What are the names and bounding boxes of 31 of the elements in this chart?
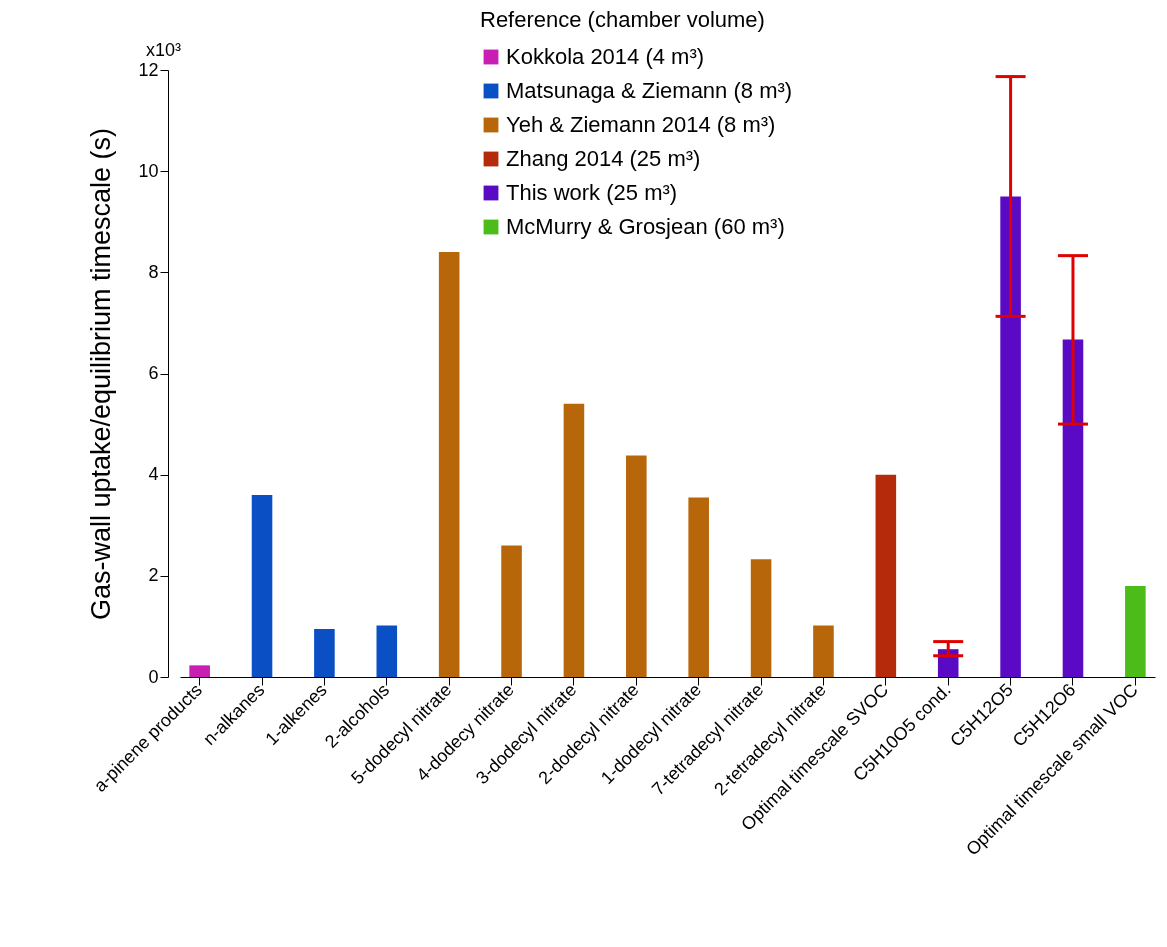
y-tick-label: 12: [138, 59, 159, 80]
bar: [501, 545, 522, 677]
bar: [1062, 339, 1084, 677]
bar: [438, 252, 460, 677]
bar: [563, 403, 585, 677]
y-tick-label: 10: [138, 160, 159, 181]
y-tick-label: 2: [148, 565, 159, 586]
y-tick-label: 6: [148, 363, 159, 383]
bar: [189, 665, 210, 677]
bar: [1000, 196, 1021, 677]
bar: [1125, 585, 1146, 677]
bar: [813, 625, 834, 677]
legend-label: Matsunaga & Ziemann (8 m³): [506, 78, 793, 103]
bar: [688, 497, 709, 677]
legend-label: Yeh & Ziemann 2014 (8 m³): [506, 112, 776, 137]
y-tick-label: 0: [148, 666, 159, 687]
bar: [750, 559, 772, 677]
legend-label: McMurry & Grosjean (60 m³): [506, 214, 785, 239]
y-tick-label: 4: [148, 464, 159, 485]
y-axis-title: Gas-wall uptake/equilibrium timescale (s): [86, 127, 117, 621]
legend-label: Kokkola 2014 (4 m³): [506, 44, 705, 69]
y-tick-label: 8: [148, 261, 159, 282]
legend-title: Reference (chamber volume): [480, 7, 765, 32]
bar: [251, 494, 273, 677]
text: x10³: [146, 40, 182, 60]
legend-label: Zhang 2014 (25 m³): [506, 146, 701, 171]
bar: [376, 625, 398, 677]
bar: [314, 628, 335, 677]
bar: [626, 455, 647, 677]
bar: [875, 474, 897, 677]
legend-label: This work (25 m³): [506, 180, 678, 205]
